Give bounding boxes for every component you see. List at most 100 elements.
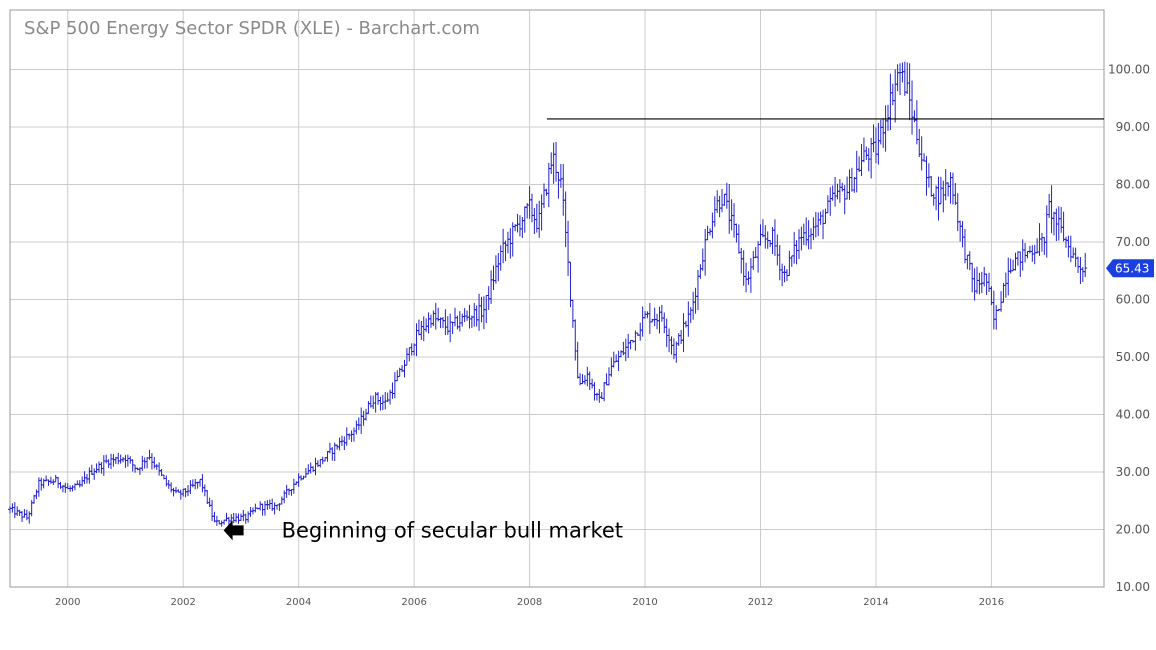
ohlc-bar (385, 392, 390, 403)
ohlc-bar (953, 182, 958, 205)
ohlc-bar (479, 296, 484, 323)
ohlc-bar (1006, 257, 1011, 296)
ohlc-bar (416, 319, 421, 336)
y-tick-label: 60.00 (1116, 293, 1150, 307)
ohlc-bar (1078, 257, 1083, 284)
ohlc-bar (493, 255, 498, 284)
ohlc-bar (556, 171, 561, 199)
ohlc-bar (330, 447, 335, 461)
ohlc-bar (796, 229, 801, 260)
ohlc-bar (198, 478, 203, 487)
ohlc-bar (987, 272, 992, 292)
ohlc-bar (65, 483, 70, 490)
ohlc-bar (907, 63, 912, 121)
y-tick-label: 10.00 (1116, 580, 1150, 594)
ohlc-bar (181, 488, 186, 497)
ohlc-bar (999, 291, 1004, 312)
ohlc-bar (1059, 207, 1064, 233)
x-tick-label: 2002 (170, 597, 195, 608)
ohlc-bar (1071, 247, 1076, 259)
ohlc-bar (707, 228, 712, 236)
ohlc-bar (361, 410, 366, 426)
ohlc-bar (351, 427, 356, 442)
ohlc-bar (296, 473, 301, 487)
ohlc-bar (111, 454, 116, 467)
ohlc-bar (313, 457, 318, 476)
ohlc-bar (671, 338, 676, 360)
ohlc-bar (359, 407, 364, 434)
ohlc-bar (1035, 238, 1040, 254)
y-tick-label: 20.00 (1116, 523, 1150, 537)
ohlc-bar (472, 302, 477, 327)
ohlc-bar (563, 191, 568, 248)
ohlc-bar (883, 105, 888, 152)
ohlc-bar (465, 310, 470, 321)
ohlc-bar (816, 212, 821, 237)
ohlc-bar (763, 225, 768, 249)
ohlc-bar (1027, 245, 1032, 254)
ohlc-bar (821, 209, 826, 240)
x-tick-label: 2016 (979, 597, 1004, 608)
ohlc-bar (529, 193, 534, 223)
ohlc-bar (744, 262, 749, 293)
y-axis-ticks: 10.00 20.00 30.00 40.00 50.00 60.00 70.00 80.00… (1108, 63, 1150, 595)
ohlc-bar (828, 187, 833, 216)
annotation: Beginning of secular bull market (223, 518, 623, 542)
ohlc-bar (275, 504, 280, 510)
ohlc-bar (1051, 211, 1056, 236)
ohlc-bar (775, 234, 780, 266)
ohlc-bar (623, 338, 628, 362)
ohlc-bar (917, 128, 922, 158)
ohlc-bar (1083, 252, 1088, 278)
ohlc-bar (965, 254, 970, 270)
ohlc-bar (857, 156, 862, 173)
ohlc-bar (152, 456, 157, 469)
ohlc-bar (734, 223, 739, 243)
ohlc-bar (489, 270, 494, 304)
ohlc-bar (982, 266, 987, 287)
ohlc-bar (501, 228, 506, 264)
ohlc-bar (289, 489, 294, 496)
ohlc-bar (979, 271, 984, 294)
ohlc-bar (652, 307, 657, 327)
x-tick-label: 2014 (863, 597, 888, 608)
ohlc-bar (724, 182, 729, 209)
ohlc-bar (460, 313, 465, 327)
ohlc-bar (109, 453, 114, 470)
ohlc-bar (845, 176, 850, 200)
ohlc-bar (604, 373, 609, 386)
ohlc-bar (104, 454, 109, 464)
ohlc-bar (517, 215, 522, 237)
ohlc-bar (8, 506, 12, 514)
ohlc-bar (157, 462, 162, 476)
ohlc-bar (751, 251, 756, 270)
ohlc-bar (686, 301, 691, 337)
ohlc-bar (542, 183, 547, 209)
ohlc-bar (267, 499, 272, 509)
ohlc-bar (919, 136, 924, 171)
ohlc-bar (445, 316, 450, 335)
ohlc-bar (123, 454, 128, 468)
ohlc-bar (89, 464, 94, 475)
ohlc-bar (1061, 211, 1066, 242)
ohlc-bar (34, 489, 39, 500)
ohlc-bar (960, 221, 965, 248)
ohlc-bar (22, 509, 27, 518)
ohlc-bar (712, 196, 717, 227)
ohlc-bar (972, 268, 977, 301)
ohlc-bar (549, 152, 554, 174)
x-tick-label: 2000 (55, 597, 80, 608)
ohlc-bar (777, 245, 782, 281)
ohlc-bar (236, 513, 241, 524)
ohlc-bar (741, 250, 746, 286)
ohlc-bar (125, 454, 130, 467)
ohlc-bar (587, 371, 592, 391)
ohlc-bar (87, 467, 92, 484)
ohlc-bar (173, 486, 178, 494)
ohlc-bar (664, 318, 669, 347)
ohlc-bar (616, 350, 621, 371)
ohlc-bar (1025, 250, 1030, 259)
ohlc-bar (97, 461, 102, 473)
ohlc-bar (950, 172, 955, 205)
ohlc-bar (224, 512, 229, 522)
